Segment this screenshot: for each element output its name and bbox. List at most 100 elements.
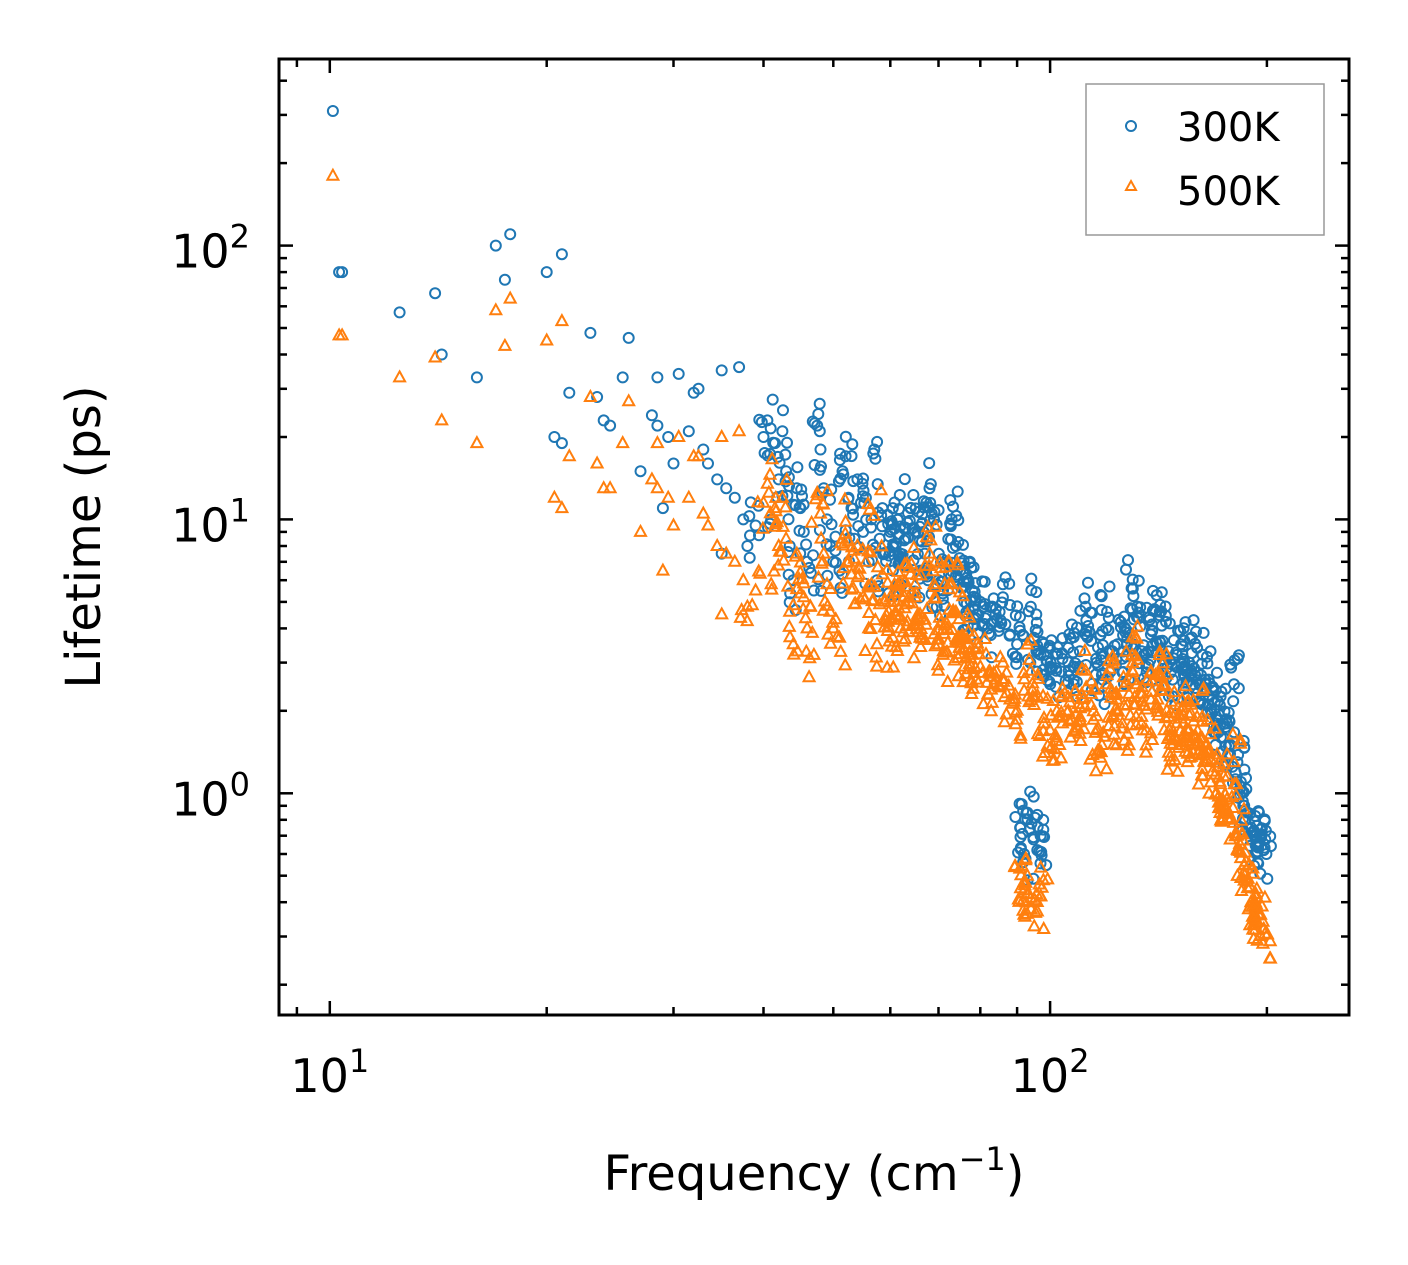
cloud-point-300k	[793, 524, 806, 537]
point-500k-110	[1023, 662, 1038, 676]
point-300k-12	[555, 248, 568, 261]
cloud-point-300k	[957, 538, 969, 551]
y-axis-label: Lifetime (ps)	[56, 385, 112, 688]
cloud-point-300k	[885, 523, 898, 536]
cloud-point-500k	[1178, 678, 1193, 692]
cloud-point-300k	[1062, 656, 1075, 669]
cloud-point-500k	[1022, 694, 1037, 708]
point-500k-36	[714, 606, 729, 620]
cloud-point-500k	[1263, 933, 1278, 947]
cloud-point-300k	[1148, 603, 1161, 616]
cloud-point-300k	[1014, 843, 1027, 856]
cloud-point-300k	[1102, 624, 1115, 637]
point-300k-29	[682, 425, 695, 438]
y-tick-label: 102	[171, 218, 250, 279]
point-500k-164	[1256, 920, 1271, 934]
cloud-point-500k	[908, 585, 924, 599]
cloud-point-500k	[1097, 728, 1112, 742]
cloud-point-500k	[803, 598, 818, 612]
point-300k-11	[548, 431, 561, 443]
cloud-point-500k	[1033, 859, 1048, 873]
cloud-point-300k	[1003, 577, 1016, 590]
cloud-point-500k	[880, 618, 896, 632]
cloud-point-500k	[936, 643, 951, 657]
cloud-point-300k	[1032, 647, 1045, 660]
cloud-point-500k	[825, 614, 841, 628]
cloud-point-500k	[1236, 801, 1252, 815]
cloud-point-500k	[959, 631, 975, 645]
point-500k-0	[325, 167, 341, 181]
cloud-point-300k	[923, 457, 936, 470]
cloud-point-300k	[1261, 872, 1274, 885]
cloud-point-500k	[1015, 902, 1031, 916]
cloud-point-500k	[1035, 748, 1051, 762]
point-300k-67	[845, 502, 858, 515]
point-500k-13	[554, 500, 570, 514]
cloud-point-500k	[1119, 643, 1134, 657]
cloud-point-500k	[1075, 661, 1090, 675]
cloud-point-500k	[837, 491, 853, 505]
cloud-point-300k	[1043, 675, 1056, 688]
cloud-point-500k	[761, 484, 777, 498]
cloud-point-500k	[823, 635, 838, 649]
cloud-point-500k	[892, 607, 908, 621]
cloud-point-500k	[755, 520, 771, 534]
cloud-point-500k	[858, 642, 873, 656]
cloud-point-500k	[798, 610, 813, 624]
cloud-point-500k	[811, 569, 826, 583]
cloud-point-500k	[1025, 682, 1040, 696]
cloud-point-500k	[962, 609, 977, 623]
cloud-point-500k	[919, 600, 935, 614]
cloud-point-500k	[999, 664, 1014, 678]
cloud-point-500k	[1238, 844, 1253, 858]
cloud-point-500k	[1233, 735, 1248, 749]
point-500k-75	[869, 636, 885, 650]
cloud-point-500k	[932, 609, 947, 623]
point-500k-116	[1049, 729, 1064, 743]
cloud-point-500k	[1124, 647, 1140, 661]
cloud-point-300k	[1080, 625, 1093, 637]
cloud-point-500k	[833, 535, 848, 549]
cloud-point-500k	[860, 543, 876, 557]
cloud-point-500k	[801, 669, 817, 683]
cloud-point-500k	[766, 563, 782, 577]
point-300k-65	[839, 450, 852, 463]
cloud-point-300k	[1232, 682, 1245, 695]
cloud-point-500k	[1017, 882, 1032, 896]
cloud-point-500k	[1217, 786, 1233, 800]
cloud-point-500k	[928, 518, 943, 532]
cloud-point-500k	[950, 557, 965, 571]
point-500k-86	[908, 589, 923, 603]
cloud-point-500k	[1096, 724, 1111, 738]
cloud-point-500k	[1105, 648, 1120, 662]
cloud-point-300k	[766, 393, 779, 406]
point-500k-7	[488, 302, 503, 316]
point-300k-48	[776, 425, 789, 438]
cloud-point-500k	[1245, 860, 1260, 874]
cloud-point-300k	[1094, 589, 1107, 601]
cloud-point-500k	[1134, 679, 1150, 693]
cloud-point-300k	[1178, 634, 1191, 647]
cloud-point-300k	[1030, 608, 1043, 621]
cloud-point-500k	[790, 643, 805, 657]
cloud-point-300k	[1029, 811, 1041, 824]
cloud-point-500k	[981, 664, 996, 678]
cloud-point-300k	[1095, 590, 1108, 603]
cloud-point-300k	[1012, 846, 1025, 859]
cloud-point-500k	[778, 499, 793, 513]
point-300k-56	[807, 584, 820, 597]
cloud-point-500k	[945, 621, 960, 635]
point-500k-42	[748, 582, 763, 596]
cloud-point-500k	[1076, 721, 1092, 735]
cloud-point-500k	[867, 578, 882, 592]
point-300k-98	[962, 574, 975, 587]
cloud-point-500k	[795, 571, 810, 585]
point-500k-159	[1240, 880, 1255, 894]
legend-label-300k: 300K	[1177, 105, 1281, 151]
cloud-point-500k	[745, 597, 760, 611]
cloud-point-300k	[1031, 808, 1044, 821]
cloud-point-300k	[1232, 748, 1245, 761]
cloud-point-500k	[1043, 739, 1059, 753]
point-300k-14	[563, 386, 576, 399]
legend: 300K 500K	[1085, 83, 1325, 236]
